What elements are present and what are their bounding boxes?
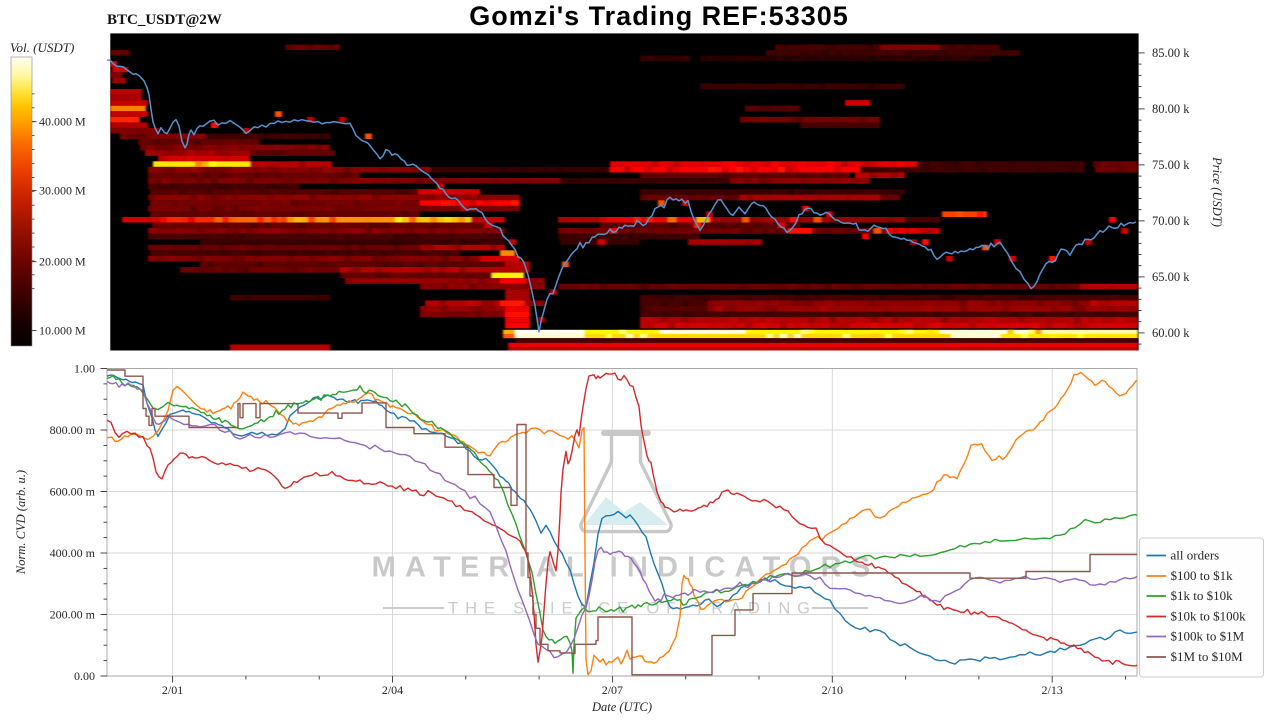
svg-text:75.00 k: 75.00 k bbox=[1152, 158, 1190, 172]
svg-text:THE SCIENCE OF TRADING: THE SCIENCE OF TRADING bbox=[448, 600, 817, 618]
svg-text:65.00 k: 65.00 k bbox=[1152, 270, 1190, 284]
svg-text:40.000 M: 40.000 M bbox=[39, 115, 86, 129]
svg-text:200.00 m: 200.00 m bbox=[50, 608, 96, 622]
svg-text:$100 to $1k: $100 to $1k bbox=[1171, 568, 1234, 583]
svg-text:Vol. (USDT): Vol. (USDT) bbox=[10, 40, 74, 55]
svg-text:2/10: 2/10 bbox=[822, 683, 843, 697]
svg-text:$10k to $100k: $10k to $100k bbox=[1171, 609, 1247, 624]
svg-text:10.000 M: 10.000 M bbox=[39, 324, 86, 338]
svg-text:Price (USDT): Price (USDT) bbox=[1210, 156, 1224, 227]
svg-text:Date (UTC): Date (UTC) bbox=[591, 700, 652, 714]
svg-text:2/01: 2/01 bbox=[162, 683, 183, 697]
svg-text:MATERIAL INDICATORS: MATERIAL INDICATORS bbox=[372, 552, 880, 584]
svg-text:80.00 k: 80.00 k bbox=[1152, 102, 1190, 116]
svg-text:400.00 m: 400.00 m bbox=[50, 546, 96, 560]
svg-text:$1k to $10k: $1k to $10k bbox=[1171, 588, 1234, 603]
svg-text:30.000 M: 30.000 M bbox=[39, 184, 86, 198]
svg-text:60.00 k: 60.00 k bbox=[1152, 326, 1190, 340]
svg-text:Gomzi's Trading REF:53305: Gomzi's Trading REF:53305 bbox=[469, 1, 849, 31]
svg-text:600.00 m: 600.00 m bbox=[50, 485, 96, 499]
svg-text:BTC_USDT@2W: BTC_USDT@2W bbox=[107, 12, 222, 28]
svg-text:70.00 k: 70.00 k bbox=[1152, 214, 1190, 228]
svg-text:800.00 m: 800.00 m bbox=[50, 423, 96, 437]
svg-text:$1M to $10M: $1M to $10M bbox=[1171, 649, 1244, 664]
svg-text:85.00 k: 85.00 k bbox=[1152, 46, 1190, 60]
svg-text:1.00: 1.00 bbox=[74, 362, 95, 376]
svg-text:2/13: 2/13 bbox=[1042, 683, 1063, 697]
svg-text:2/07: 2/07 bbox=[602, 683, 623, 697]
svg-text:Norm. CVD (arb. u.): Norm. CVD (arb. u.) bbox=[14, 470, 28, 575]
svg-text:0.00: 0.00 bbox=[74, 669, 95, 683]
svg-text:2/04: 2/04 bbox=[382, 683, 403, 697]
svg-text:$100k to $1M: $100k to $1M bbox=[1171, 629, 1245, 644]
svg-text:20.000 M: 20.000 M bbox=[39, 255, 86, 269]
svg-text:all orders: all orders bbox=[1171, 548, 1220, 563]
